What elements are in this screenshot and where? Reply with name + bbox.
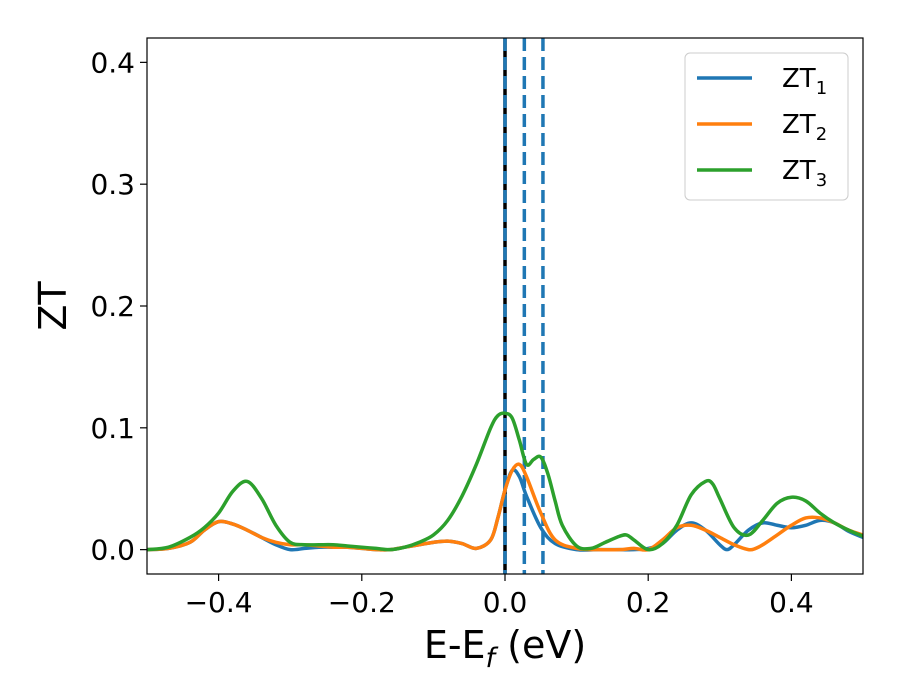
y-tick-label: 0.3	[90, 168, 135, 201]
series-lines	[147, 411, 863, 552]
x-axis-title: E-Ef (eV)	[424, 623, 586, 674]
y-tick-label: 0.4	[90, 46, 135, 79]
series-line-zt3	[147, 411, 863, 552]
series-line-zt2	[147, 462, 863, 552]
legend-label-zt2: ZT2	[782, 110, 827, 145]
x-tick-label: 0.0	[483, 586, 528, 619]
x-tick-label: −0.4	[185, 586, 253, 619]
x-tick-label: 0.2	[626, 586, 671, 619]
legend-label-zt1: ZT1	[782, 64, 827, 99]
legend-box	[684, 52, 849, 201]
y-axis-title: ZT	[31, 281, 75, 331]
y-tick-label: 0.0	[90, 534, 135, 567]
y-tick-label: 0.1	[90, 412, 135, 445]
legend: ZT1 ZT2 ZT3	[684, 52, 849, 201]
y-tick-label: 0.2	[90, 290, 135, 323]
x-axis-ticks: −0.4 −0.2 0.0 0.2 0.4	[185, 574, 814, 619]
x-tick-label: −0.2	[328, 586, 396, 619]
x-tick-label: 0.4	[769, 586, 814, 619]
y-axis-ticks: 0.0 0.1 0.2 0.3 0.4	[90, 46, 147, 567]
legend-label-zt3: ZT3	[782, 156, 827, 191]
